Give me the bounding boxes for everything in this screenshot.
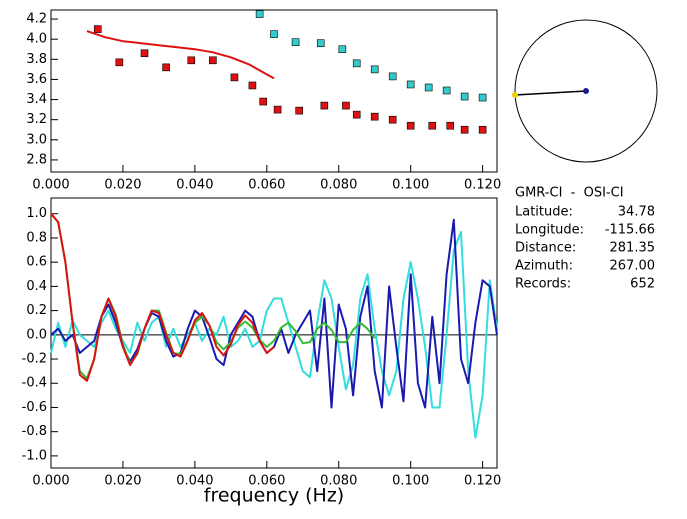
series-line bbox=[50, 230, 498, 439]
y-tick-label: 0.8 bbox=[26, 230, 47, 245]
square-marker bbox=[338, 45, 347, 54]
x-tick-label: 0.100 bbox=[392, 178, 429, 193]
x-tick-label: 0.000 bbox=[32, 474, 69, 489]
square-marker bbox=[406, 121, 415, 130]
info-value: 34.78 bbox=[618, 205, 655, 220]
square-marker bbox=[255, 10, 264, 18]
square-marker bbox=[320, 101, 329, 110]
y-tick-label: 3.2 bbox=[26, 112, 47, 127]
x-tick-label: 0.020 bbox=[104, 474, 141, 489]
square-marker bbox=[446, 121, 455, 130]
square-marker bbox=[352, 110, 361, 119]
square-marker bbox=[316, 39, 325, 48]
center-dot bbox=[583, 88, 589, 94]
x-axis-label: frequency (Hz) bbox=[204, 485, 344, 507]
y-tick-label: -0.2 bbox=[22, 352, 47, 367]
y-tick-label: 3.8 bbox=[26, 52, 47, 67]
square-marker bbox=[140, 49, 149, 58]
y-tick-label: 3.0 bbox=[26, 132, 47, 147]
x-tick-label: 0.040 bbox=[176, 178, 213, 193]
y-tick-label: 4.0 bbox=[26, 32, 47, 47]
y-tick-label: 4.2 bbox=[26, 12, 47, 27]
square-marker bbox=[209, 56, 217, 65]
square-marker bbox=[388, 72, 397, 81]
square-marker bbox=[93, 25, 102, 33]
series-line bbox=[50, 213, 275, 382]
y-tick-label: 3.4 bbox=[26, 92, 47, 107]
square-marker bbox=[352, 59, 361, 68]
info-label: Longitude: bbox=[515, 223, 584, 238]
x-tick-label: 0.080 bbox=[320, 474, 357, 489]
square-marker bbox=[259, 97, 268, 106]
square-marker bbox=[406, 80, 415, 89]
square-marker bbox=[270, 30, 278, 38]
x-tick-label: 0.120 bbox=[464, 474, 501, 489]
info-label: Records: bbox=[515, 277, 571, 292]
square-marker bbox=[230, 73, 239, 82]
y-tick-label: 2.8 bbox=[26, 152, 47, 167]
y-tick-label: 1.0 bbox=[26, 206, 47, 221]
plot-frame bbox=[50, 9, 498, 173]
square-marker bbox=[273, 105, 282, 114]
info-value: 267.00 bbox=[610, 259, 656, 274]
azimuth-line bbox=[514, 90, 587, 96]
info-value: 281.35 bbox=[610, 241, 656, 256]
y-tick-label: -0.8 bbox=[22, 424, 47, 439]
square-marker bbox=[291, 38, 300, 46]
y-tick-label: 3.6 bbox=[26, 72, 47, 87]
x-tick-label: 0.100 bbox=[392, 474, 429, 489]
y-tick-label: 0.2 bbox=[26, 303, 47, 318]
info-label: Distance: bbox=[515, 241, 576, 256]
info-title: GMR-CI - OSI-CI bbox=[515, 186, 624, 201]
square-marker bbox=[162, 63, 170, 72]
info-label: Azimuth: bbox=[515, 259, 573, 274]
info-label: Latitude: bbox=[515, 205, 573, 220]
square-marker bbox=[460, 125, 469, 134]
square-marker bbox=[478, 93, 487, 102]
x-tick-label: 0.000 bbox=[32, 178, 69, 193]
square-marker bbox=[424, 83, 433, 92]
y-tick-label: 0.6 bbox=[26, 255, 47, 270]
square-marker bbox=[388, 115, 397, 124]
square-marker bbox=[115, 58, 124, 67]
azimuth-circle bbox=[514, 19, 658, 163]
y-tick-label: -0.4 bbox=[22, 376, 47, 391]
y-tick-label: -1.0 bbox=[22, 448, 47, 463]
y-tick-label: 0.4 bbox=[26, 279, 47, 294]
series-line bbox=[86, 30, 275, 80]
info-value: -115.66 bbox=[605, 223, 655, 238]
y-tick-label: 0.0 bbox=[26, 327, 47, 342]
station-dot bbox=[512, 92, 518, 98]
x-tick-label: 0.060 bbox=[248, 474, 285, 489]
square-marker bbox=[442, 86, 451, 95]
square-marker bbox=[248, 81, 257, 90]
y-tick-label: -0.6 bbox=[22, 400, 47, 415]
x-tick-label: 0.080 bbox=[320, 178, 357, 193]
square-marker bbox=[428, 121, 437, 130]
x-tick-label: 0.120 bbox=[464, 178, 501, 193]
square-marker bbox=[342, 101, 350, 110]
square-marker bbox=[478, 125, 487, 134]
square-marker bbox=[370, 65, 379, 74]
x-tick-label: 0.060 bbox=[248, 178, 285, 193]
square-marker bbox=[460, 92, 469, 101]
square-marker bbox=[370, 112, 379, 121]
x-tick-label: 0.020 bbox=[104, 178, 141, 193]
x-tick-label: 0.040 bbox=[176, 474, 213, 489]
square-marker bbox=[187, 56, 196, 65]
square-marker bbox=[295, 106, 303, 115]
info-value: 652 bbox=[630, 277, 655, 292]
